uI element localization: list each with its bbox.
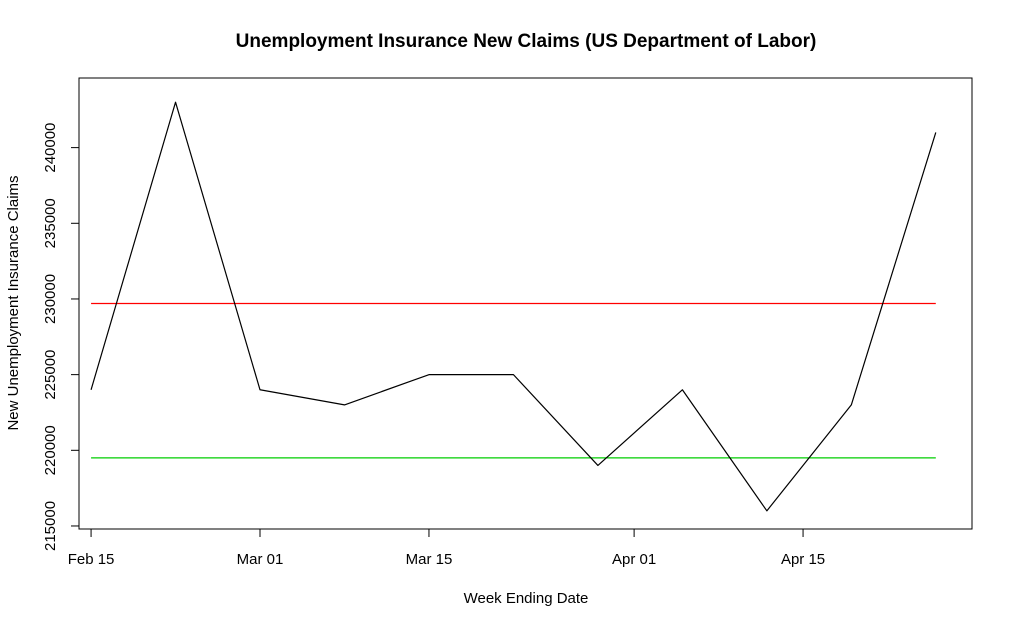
y-tick-label: 215000 (42, 501, 59, 551)
x-axis-label: Week Ending Date (464, 590, 589, 607)
y-tick-label: 230000 (42, 274, 59, 324)
y-axis-label: New Unemployment Insurance Claims (5, 175, 22, 430)
x-tick-label: Feb 15 (68, 551, 115, 568)
x-axis: Feb 15 Mar 01 Mar 15 Apr 01 Apr 15 (68, 528, 825, 568)
x-tick-label: Mar 15 (406, 551, 453, 568)
y-axis: 215000 220000 225000 230000 235000 240000 (42, 123, 80, 551)
x-tick-label: Mar 01 (237, 551, 284, 568)
reference-lines (91, 302, 936, 459)
y-tick-label: 225000 (42, 350, 59, 400)
x-tick-label: Apr 15 (781, 551, 825, 568)
y-tick-label: 235000 (42, 198, 59, 248)
y-tick-label: 220000 (42, 425, 59, 475)
chart-title: Unemployment Insurance New Claims (US De… (236, 31, 817, 52)
series-lines (90, 101, 937, 512)
y-tick-label: 240000 (42, 123, 59, 173)
series-line-0 (90, 101, 937, 512)
x-tick-label: Apr 01 (612, 551, 656, 568)
